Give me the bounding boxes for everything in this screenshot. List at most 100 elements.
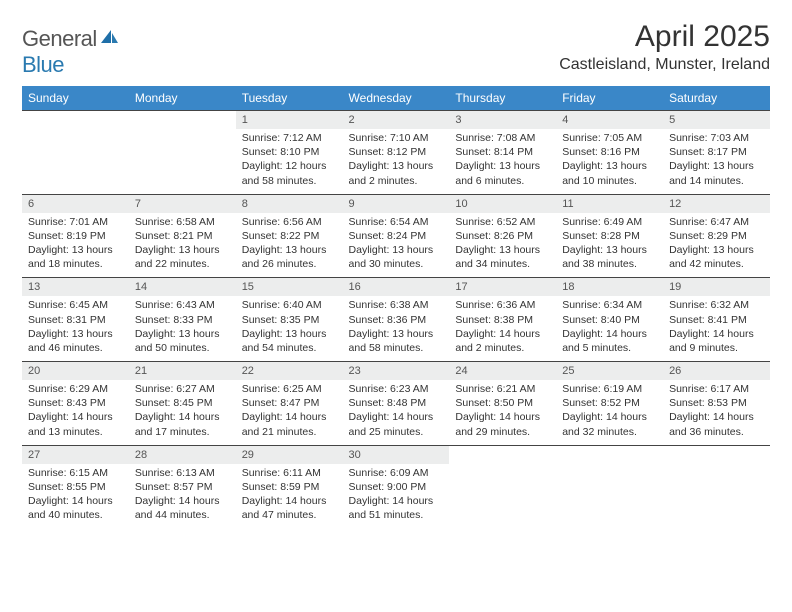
sunrise-line: Sunrise: 6:34 AM <box>562 298 657 312</box>
sunset-line: Sunset: 8:24 PM <box>349 229 444 243</box>
day-content-cell: Sunrise: 6:38 AMSunset: 8:36 PMDaylight:… <box>343 296 450 361</box>
sunset-line: Sunset: 8:38 PM <box>455 313 550 327</box>
weekday-header: Tuesday <box>236 86 343 111</box>
sunrise-line: Sunrise: 6:21 AM <box>455 382 550 396</box>
day-number-cell: 6 <box>22 194 129 213</box>
sunrise-line: Sunrise: 7:01 AM <box>28 215 123 229</box>
location-text: Castleisland, Munster, Ireland <box>559 56 770 74</box>
day-number-cell: 30 <box>343 445 450 464</box>
brand-blue-wrap: Blue <box>22 52 64 78</box>
day-content-cell: Sunrise: 6:40 AMSunset: 8:35 PMDaylight:… <box>236 296 343 361</box>
sunrise-line: Sunrise: 7:08 AM <box>455 131 550 145</box>
day-number-cell: 10 <box>449 194 556 213</box>
month-title: April 2025 <box>559 20 770 54</box>
day-number-cell: 4 <box>556 111 663 130</box>
content-row: Sunrise: 6:29 AMSunset: 8:43 PMDaylight:… <box>22 380 770 445</box>
sunrise-line: Sunrise: 6:11 AM <box>242 466 337 480</box>
sunrise-line: Sunrise: 6:19 AM <box>562 382 657 396</box>
day-number-cell: 15 <box>236 278 343 297</box>
day-number-cell: 8 <box>236 194 343 213</box>
page-header: General April 2025 Castleisland, Munster… <box>22 20 770 74</box>
daylight-line: Daylight: 13 hours and 18 minutes. <box>28 243 123 271</box>
day-number-cell: 26 <box>663 362 770 381</box>
day-content-cell: Sunrise: 6:54 AMSunset: 8:24 PMDaylight:… <box>343 213 450 278</box>
daylight-line: Daylight: 13 hours and 30 minutes. <box>349 243 444 271</box>
day-content-cell: Sunrise: 6:13 AMSunset: 8:57 PMDaylight:… <box>129 464 236 529</box>
daylight-line: Daylight: 14 hours and 21 minutes. <box>242 410 337 438</box>
day-content-cell: Sunrise: 6:15 AMSunset: 8:55 PMDaylight:… <box>22 464 129 529</box>
daynum-row: 12345 <box>22 111 770 130</box>
day-number-cell: 3 <box>449 111 556 130</box>
sunset-line: Sunset: 8:41 PM <box>669 313 764 327</box>
day-number-cell: 20 <box>22 362 129 381</box>
sunrise-line: Sunrise: 6:15 AM <box>28 466 123 480</box>
sunset-line: Sunset: 8:55 PM <box>28 480 123 494</box>
day-content-cell: Sunrise: 6:36 AMSunset: 8:38 PMDaylight:… <box>449 296 556 361</box>
sunset-line: Sunset: 8:59 PM <box>242 480 337 494</box>
sunset-line: Sunset: 8:12 PM <box>349 145 444 159</box>
day-content-cell: Sunrise: 6:52 AMSunset: 8:26 PMDaylight:… <box>449 213 556 278</box>
day-number-cell <box>663 445 770 464</box>
daylight-line: Daylight: 13 hours and 2 minutes. <box>349 159 444 187</box>
daylight-line: Daylight: 14 hours and 40 minutes. <box>28 494 123 522</box>
weekday-header: Sunday <box>22 86 129 111</box>
day-number-cell: 12 <box>663 194 770 213</box>
content-row: Sunrise: 7:01 AMSunset: 8:19 PMDaylight:… <box>22 213 770 278</box>
sunrise-line: Sunrise: 6:43 AM <box>135 298 230 312</box>
day-number-cell: 5 <box>663 111 770 130</box>
day-content-cell: Sunrise: 6:17 AMSunset: 8:53 PMDaylight:… <box>663 380 770 445</box>
daynum-row: 13141516171819 <box>22 278 770 297</box>
day-number-cell: 25 <box>556 362 663 381</box>
day-number-cell: 1 <box>236 111 343 130</box>
sunset-line: Sunset: 8:29 PM <box>669 229 764 243</box>
daylight-line: Daylight: 13 hours and 14 minutes. <box>669 159 764 187</box>
sunrise-line: Sunrise: 6:54 AM <box>349 215 444 229</box>
day-content-cell: Sunrise: 6:45 AMSunset: 8:31 PMDaylight:… <box>22 296 129 361</box>
daylight-line: Daylight: 14 hours and 32 minutes. <box>562 410 657 438</box>
sunset-line: Sunset: 8:19 PM <box>28 229 123 243</box>
day-content-cell: Sunrise: 6:34 AMSunset: 8:40 PMDaylight:… <box>556 296 663 361</box>
day-content-cell: Sunrise: 7:03 AMSunset: 8:17 PMDaylight:… <box>663 129 770 194</box>
day-content-cell: Sunrise: 7:01 AMSunset: 8:19 PMDaylight:… <box>22 213 129 278</box>
daylight-line: Daylight: 14 hours and 17 minutes. <box>135 410 230 438</box>
day-number-cell: 2 <box>343 111 450 130</box>
calendar-head: Sunday Monday Tuesday Wednesday Thursday… <box>22 86 770 111</box>
sunrise-line: Sunrise: 6:49 AM <box>562 215 657 229</box>
day-content-cell <box>663 464 770 529</box>
daylight-line: Daylight: 13 hours and 54 minutes. <box>242 327 337 355</box>
day-content-cell: Sunrise: 6:29 AMSunset: 8:43 PMDaylight:… <box>22 380 129 445</box>
daynum-row: 27282930 <box>22 445 770 464</box>
sunrise-line: Sunrise: 6:32 AM <box>669 298 764 312</box>
weekday-header: Saturday <box>663 86 770 111</box>
daylight-line: Daylight: 13 hours and 10 minutes. <box>562 159 657 187</box>
brand-logo: General <box>22 20 121 52</box>
daylight-line: Daylight: 14 hours and 51 minutes. <box>349 494 444 522</box>
daylight-line: Daylight: 13 hours and 6 minutes. <box>455 159 550 187</box>
day-number-cell: 9 <box>343 194 450 213</box>
sunrise-line: Sunrise: 6:47 AM <box>669 215 764 229</box>
brand-text-2: Blue <box>22 52 64 77</box>
sunset-line: Sunset: 8:48 PM <box>349 396 444 410</box>
daylight-line: Daylight: 13 hours and 34 minutes. <box>455 243 550 271</box>
sunset-line: Sunset: 8:52 PM <box>562 396 657 410</box>
sunset-line: Sunset: 8:50 PM <box>455 396 550 410</box>
day-number-cell: 17 <box>449 278 556 297</box>
weekday-header: Thursday <box>449 86 556 111</box>
day-content-cell: Sunrise: 6:19 AMSunset: 8:52 PMDaylight:… <box>556 380 663 445</box>
sunset-line: Sunset: 8:22 PM <box>242 229 337 243</box>
day-number-cell <box>22 111 129 130</box>
day-content-cell: Sunrise: 6:32 AMSunset: 8:41 PMDaylight:… <box>663 296 770 361</box>
sunset-line: Sunset: 8:16 PM <box>562 145 657 159</box>
sunset-line: Sunset: 8:35 PM <box>242 313 337 327</box>
sunrise-line: Sunrise: 6:17 AM <box>669 382 764 396</box>
daynum-row: 6789101112 <box>22 194 770 213</box>
daylight-line: Daylight: 14 hours and 47 minutes. <box>242 494 337 522</box>
day-number-cell: 14 <box>129 278 236 297</box>
day-content-cell: Sunrise: 6:23 AMSunset: 8:48 PMDaylight:… <box>343 380 450 445</box>
day-number-cell: 18 <box>556 278 663 297</box>
day-number-cell <box>449 445 556 464</box>
weekday-header: Monday <box>129 86 236 111</box>
day-content-cell: Sunrise: 6:43 AMSunset: 8:33 PMDaylight:… <box>129 296 236 361</box>
daylight-line: Daylight: 12 hours and 58 minutes. <box>242 159 337 187</box>
sunset-line: Sunset: 8:33 PM <box>135 313 230 327</box>
